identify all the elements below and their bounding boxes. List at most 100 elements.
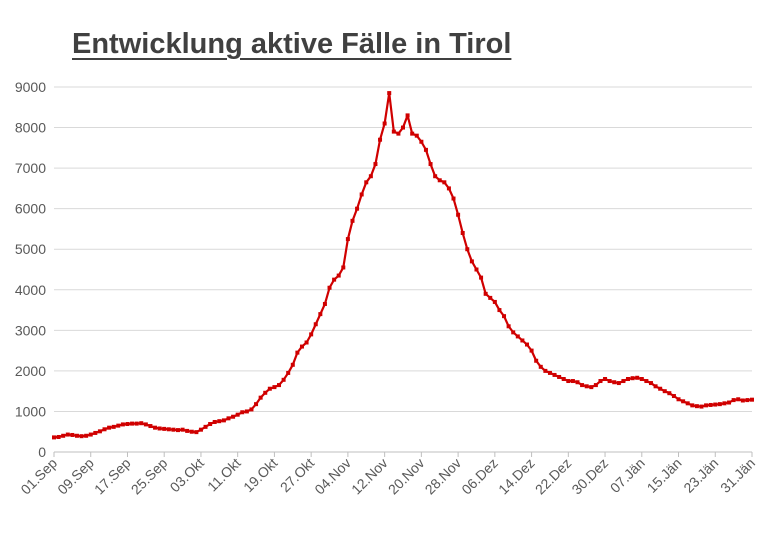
data-point: [465, 247, 470, 252]
data-point: [644, 379, 649, 384]
data-point: [667, 391, 672, 396]
data-point: [589, 385, 594, 390]
data-point: [414, 133, 419, 138]
data-point: [717, 402, 722, 407]
axes: [53, 451, 753, 457]
data-point: [70, 432, 75, 437]
data-point: [750, 397, 754, 402]
data-point: [116, 423, 121, 428]
data-point: [575, 380, 580, 385]
data-point: [690, 403, 695, 408]
data-point: [180, 427, 185, 432]
y-tick-label: 1000: [15, 403, 46, 419]
data-point: [492, 299, 497, 304]
x-tick-label: 19.Okt: [240, 455, 281, 496]
data-point: [203, 424, 208, 429]
data-point: [263, 390, 268, 395]
data-point: [153, 425, 158, 430]
data-point: [635, 375, 640, 380]
data-point: [235, 412, 240, 417]
data-point: [93, 430, 98, 435]
x-tick-label: 14.Dez: [495, 455, 538, 498]
data-point: [355, 206, 360, 211]
data-point: [699, 404, 704, 409]
data-point: [603, 377, 608, 381]
data-point: [391, 129, 396, 134]
data-point: [460, 231, 465, 235]
data-point: [630, 376, 635, 381]
data-point: [593, 383, 598, 388]
data-point: [350, 218, 355, 223]
data-point: [446, 186, 451, 191]
x-tick-label: 04.Nov: [311, 455, 354, 498]
data-point: [529, 348, 534, 353]
data-point: [552, 372, 557, 377]
y-tick-label: 0: [38, 444, 46, 460]
data-point: [547, 370, 552, 375]
data-point: [194, 430, 199, 435]
y-tick-label: 7000: [15, 160, 46, 176]
data-point: [621, 379, 626, 384]
data-point: [368, 174, 373, 179]
data-point: [396, 131, 401, 136]
data-point: [722, 401, 727, 406]
data-point: [580, 383, 585, 388]
data-point: [185, 428, 190, 433]
data-point: [217, 419, 222, 424]
data-point: [107, 425, 112, 430]
data-point: [120, 422, 125, 427]
data-point: [428, 162, 433, 167]
data-point: [515, 334, 520, 339]
data-point: [437, 178, 442, 183]
data-point: [208, 422, 213, 427]
data-point: [258, 395, 263, 400]
data-point: [378, 137, 383, 142]
data-point: [102, 427, 107, 432]
x-tick-label: 03.Okt: [167, 455, 208, 496]
data-point: [267, 386, 272, 391]
data-point: [373, 162, 378, 167]
data-point: [226, 416, 231, 421]
data-point: [240, 410, 245, 415]
data-point: [84, 433, 89, 438]
data-point: [469, 259, 474, 264]
data-point: [97, 429, 102, 434]
data-point: [295, 350, 300, 355]
data-point: [488, 295, 493, 300]
data-point: [401, 125, 405, 130]
data-point: [327, 285, 332, 290]
data-point: [740, 398, 745, 403]
data-point: [538, 364, 543, 369]
data-point: [341, 265, 346, 270]
data-point: [423, 147, 428, 152]
data-point: [607, 379, 612, 384]
x-tick-label: 17.Sep: [91, 455, 134, 498]
x-tick-label: 15.Jän: [644, 455, 685, 496]
data-point: [198, 427, 203, 432]
data-point: [639, 377, 644, 381]
data-point: [676, 397, 681, 402]
data-point: [175, 428, 180, 433]
data-point: [143, 422, 148, 427]
data-point: [304, 340, 309, 345]
y-tick-label: 3000: [15, 322, 46, 338]
data-point: [474, 267, 479, 272]
data-point: [442, 180, 447, 185]
data-point: [157, 426, 162, 431]
chart-title: Entwicklung aktive Fälle in Tirol: [72, 28, 512, 60]
data-point: [451, 196, 456, 201]
x-tick-label: 23.Jän: [680, 455, 721, 496]
data-point: [543, 368, 548, 373]
x-tick-label: 12.Nov: [348, 455, 391, 498]
data-point: [612, 380, 617, 385]
data-point: [318, 312, 323, 317]
y-tick-label: 5000: [15, 241, 46, 257]
data-point: [704, 403, 709, 408]
x-tick-label: 09.Sep: [54, 455, 97, 498]
data-point: [745, 398, 750, 403]
data-point: [598, 379, 603, 384]
data-point: [616, 381, 621, 386]
data-point: [79, 434, 84, 439]
